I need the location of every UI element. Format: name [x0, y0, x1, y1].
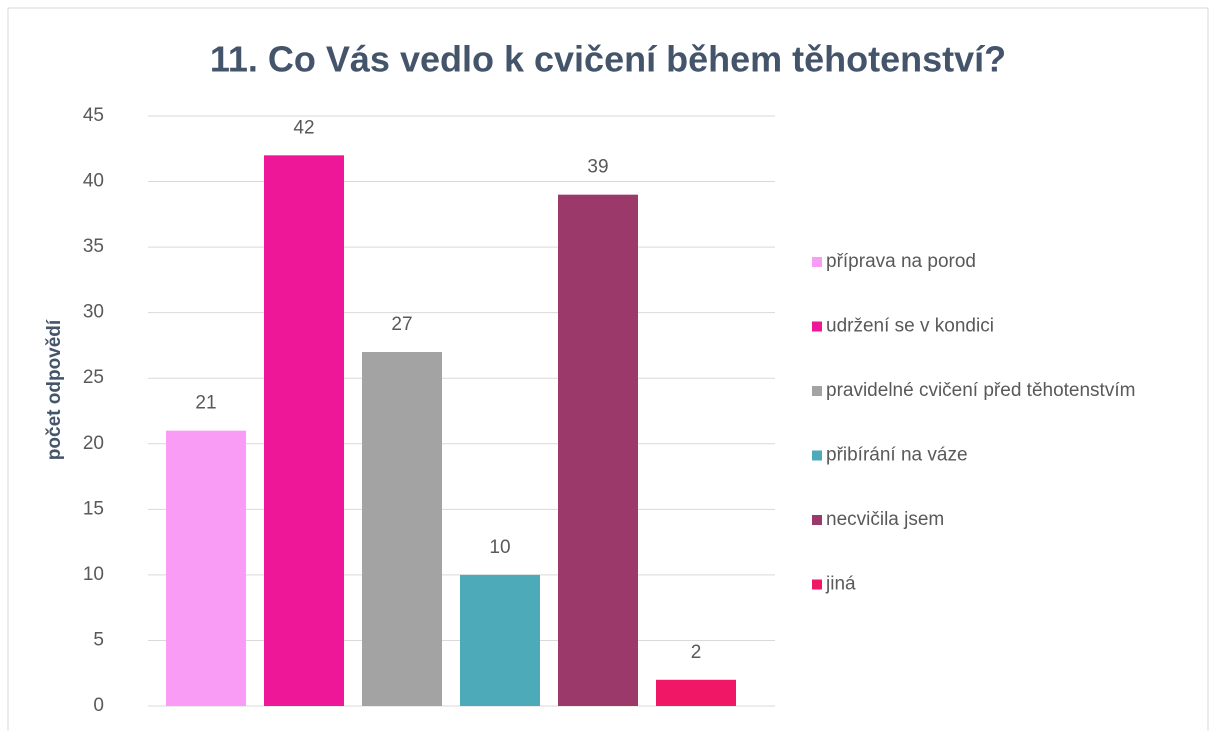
- legend-swatch: [812, 450, 822, 461]
- data-label: 27: [391, 314, 412, 335]
- y-tick-label: 30: [83, 302, 104, 323]
- bar: [656, 679, 736, 706]
- bar: [264, 155, 344, 707]
- legend-swatch: [812, 515, 822, 525]
- y-tick-label: 10: [83, 564, 104, 585]
- data-label: 2: [691, 642, 702, 663]
- y-tick-label: 5: [93, 629, 104, 650]
- y-axis-label: počet odpovědí: [44, 319, 65, 460]
- legend-swatch: [812, 257, 822, 267]
- y-tick-label: 40: [83, 171, 104, 192]
- y-tick-label: 15: [83, 498, 104, 519]
- legend-label: udržení se v kondici: [826, 316, 994, 337]
- bar: [362, 352, 442, 706]
- y-tick-label: 20: [83, 433, 104, 454]
- legend-swatch: [812, 321, 822, 332]
- bar: [460, 574, 540, 706]
- legend-swatch: [812, 579, 822, 590]
- legend-label: jiná: [825, 574, 856, 595]
- legend-swatch: [812, 386, 822, 396]
- legend-label: přibírání na váze: [826, 445, 968, 466]
- bar: [558, 194, 638, 706]
- legend-label: necvičila jsem: [826, 509, 944, 530]
- data-label: 21: [195, 393, 216, 414]
- legend-label: příprava na porod: [826, 251, 976, 272]
- data-label: 39: [587, 157, 608, 178]
- y-tick-label: 45: [83, 105, 104, 126]
- y-tick-label: 0: [93, 695, 104, 716]
- bar: [166, 430, 246, 706]
- data-label: 42: [293, 117, 314, 138]
- data-label: 10: [489, 537, 510, 558]
- legend-label: pravidelné cvičení před těhotenstvím: [826, 380, 1135, 401]
- y-tick-label: 35: [83, 236, 104, 257]
- y-tick-label: 25: [83, 367, 104, 388]
- chart-title: 11. Co Vás vedlo k cvičení během těhoten…: [210, 39, 1006, 80]
